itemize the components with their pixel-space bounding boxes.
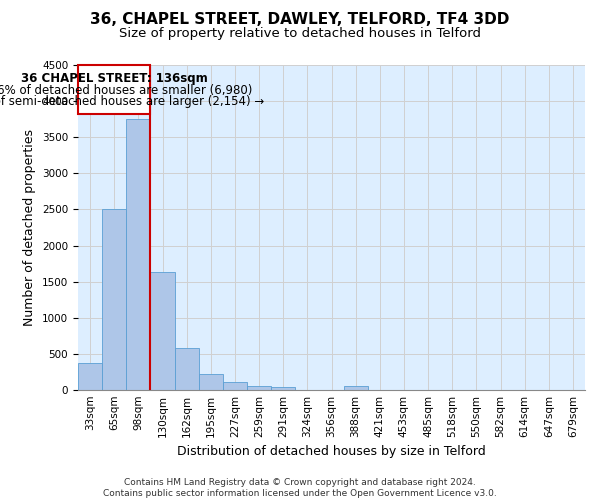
Bar bbox=[247, 386, 271, 390]
Bar bbox=[199, 374, 223, 390]
Bar bbox=[223, 382, 247, 390]
X-axis label: Distribution of detached houses by size in Telford: Distribution of detached houses by size … bbox=[177, 446, 486, 458]
Text: ← 76% of detached houses are smaller (6,980): ← 76% of detached houses are smaller (6,… bbox=[0, 84, 253, 97]
Bar bbox=[126, 119, 151, 390]
Bar bbox=[344, 386, 368, 390]
Bar bbox=[271, 388, 295, 390]
Bar bbox=[151, 272, 175, 390]
FancyBboxPatch shape bbox=[78, 65, 151, 114]
Text: Size of property relative to detached houses in Telford: Size of property relative to detached ho… bbox=[119, 28, 481, 40]
Bar bbox=[175, 348, 199, 390]
Bar bbox=[78, 364, 102, 390]
Bar bbox=[102, 210, 126, 390]
Text: 36 CHAPEL STREET: 136sqm: 36 CHAPEL STREET: 136sqm bbox=[21, 72, 208, 85]
Text: 36, CHAPEL STREET, DAWLEY, TELFORD, TF4 3DD: 36, CHAPEL STREET, DAWLEY, TELFORD, TF4 … bbox=[91, 12, 509, 28]
Text: 23% of semi-detached houses are larger (2,154) →: 23% of semi-detached houses are larger (… bbox=[0, 96, 265, 108]
Y-axis label: Number of detached properties: Number of detached properties bbox=[23, 129, 37, 326]
Text: Contains HM Land Registry data © Crown copyright and database right 2024.
Contai: Contains HM Land Registry data © Crown c… bbox=[103, 478, 497, 498]
